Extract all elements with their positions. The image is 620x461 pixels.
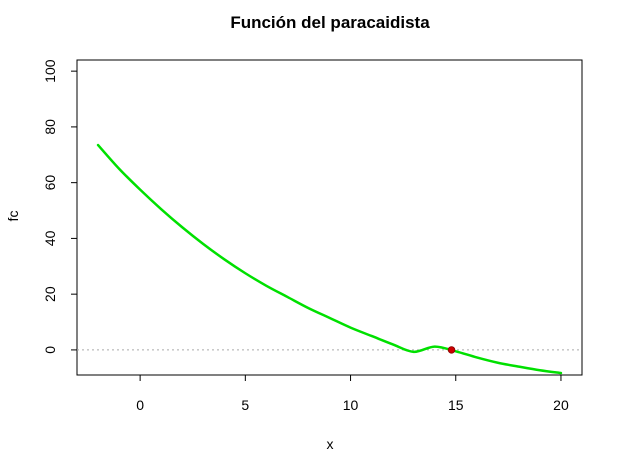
y-tick-label: 0: [42, 346, 58, 354]
y-tick-label: 60: [42, 175, 58, 191]
x-axis-label: x: [327, 436, 334, 452]
x-tick-label: 15: [448, 397, 464, 413]
y-tick-label: 40: [42, 230, 58, 246]
y-axis-label: fc: [5, 211, 21, 222]
series-line: [96, 143, 563, 375]
x-tick-label: 20: [553, 397, 569, 413]
x-tick-label: 0: [136, 397, 144, 413]
plot-frame: [76, 59, 583, 376]
y-tick-label: 80: [42, 119, 58, 135]
chart-title: Función del paracaidista: [230, 13, 430, 32]
y-tick-label: 100: [42, 59, 58, 83]
root-point: [447, 346, 456, 354]
x-tick-label: 10: [343, 397, 359, 413]
plot-area: 0 5 10 15 20 0 20 40 60 80 100: [42, 59, 583, 413]
x-tick-label: 5: [241, 397, 249, 413]
y-tick-label: 20: [42, 286, 58, 302]
